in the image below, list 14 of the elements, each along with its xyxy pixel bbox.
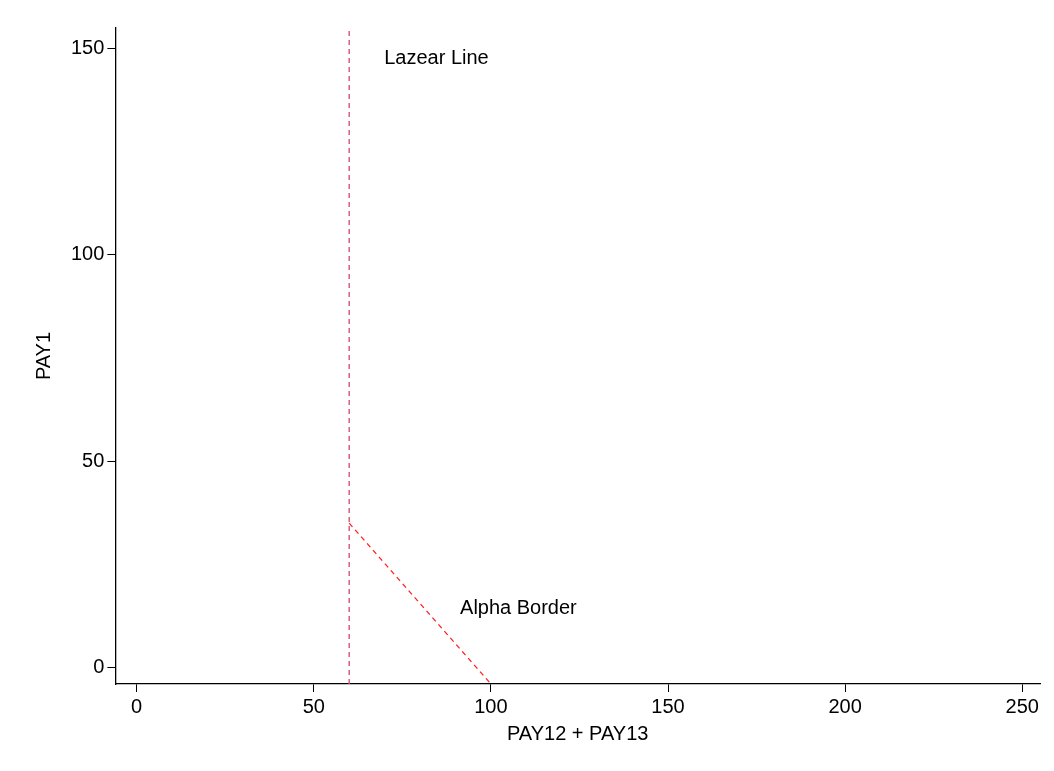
y-tick-label: 0	[93, 655, 105, 678]
x-tick-label: 200	[828, 694, 862, 717]
x-tick-label: 100	[474, 694, 508, 717]
ref-line-label: Lazear Line	[384, 45, 489, 68]
x-tick-label: 50	[302, 694, 325, 717]
series-label: Alpha Border	[460, 596, 578, 619]
y-tick-label: 50	[82, 448, 105, 471]
x-tick-label: 250	[1005, 694, 1039, 717]
x-axis-title: PAY12 + PAY13	[506, 721, 649, 744]
y-axis-title: PAY1	[31, 331, 54, 381]
y-tick-label: 100	[70, 242, 105, 265]
y-tick-label: 150	[70, 36, 105, 59]
x-tick-label: 150	[651, 694, 685, 717]
x-tick-label: 0	[131, 694, 143, 717]
